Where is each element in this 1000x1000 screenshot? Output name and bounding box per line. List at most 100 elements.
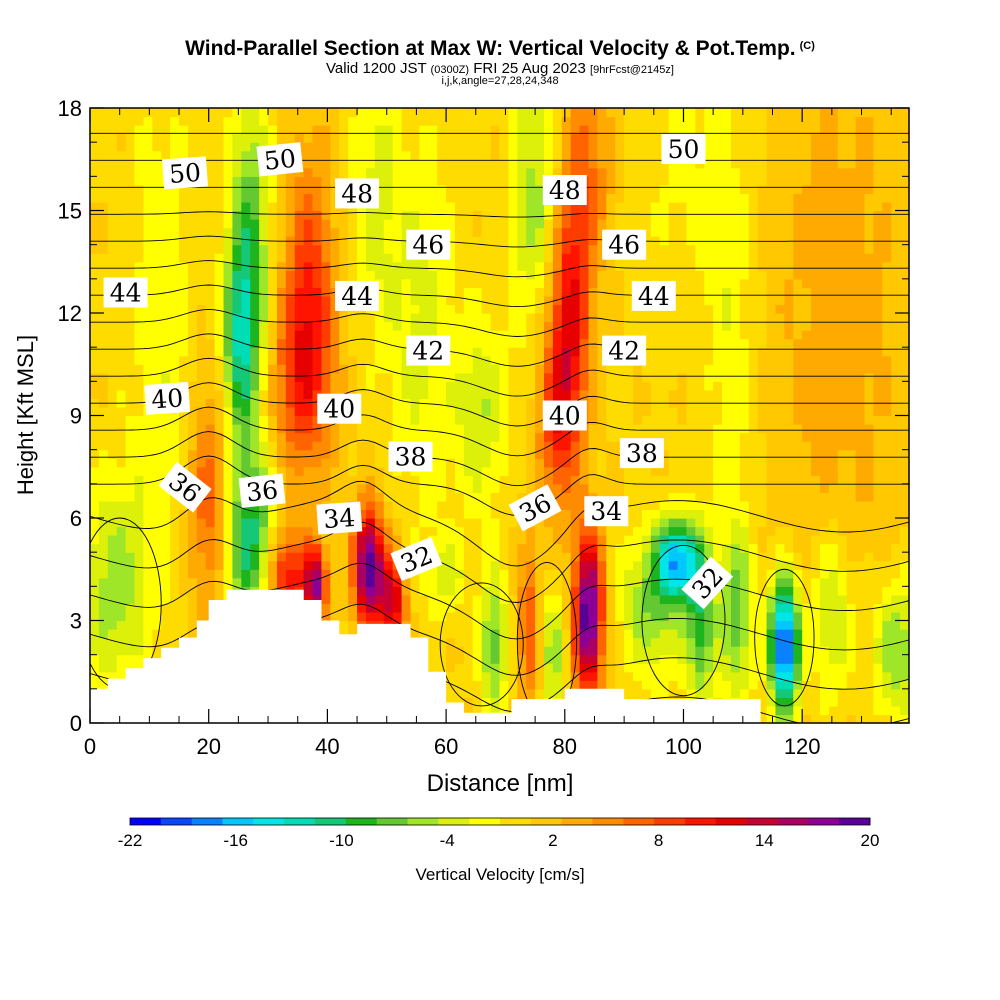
field-cell [570,483,581,493]
field-cell [686,244,696,254]
field-cell [223,458,234,468]
field-cell [161,125,171,135]
field-cell [570,629,581,639]
field-cell [641,552,652,562]
field-cell [668,415,679,425]
field-cell [570,458,581,468]
field-cell [570,227,581,237]
field-cell [624,261,634,271]
field-cell [428,663,438,673]
field-cell [125,253,136,263]
field-cell [606,133,616,143]
field-cell [365,338,376,348]
field-cell [134,406,145,417]
field-cell [535,372,545,382]
field-cell [437,116,447,126]
field-cell [606,577,616,587]
field-cell [339,108,349,118]
field-cell [490,671,501,681]
field-cell [365,108,376,118]
field-cell [606,201,616,212]
field-cell [454,492,465,502]
field-cell [552,261,563,271]
field-cell [321,330,331,340]
field-cell [428,629,438,639]
field-cell [392,509,403,519]
field-cell [116,406,127,417]
field-cell [606,654,616,664]
field-cell [125,560,136,570]
field-cell [223,406,234,417]
field-cell [116,219,127,229]
field-cell [205,116,216,126]
field-cell [285,184,296,195]
field-cell [330,330,340,340]
field-cell [116,364,127,374]
field-cell [535,518,545,528]
field-cell [205,295,216,306]
field-cell [187,219,198,229]
field-cell [90,236,100,246]
field-cell [588,330,599,340]
field-cell [152,142,162,152]
field-cell [321,560,331,570]
field-cell [312,125,323,135]
field-cell [161,108,171,118]
field-cell [259,253,269,263]
field-cell [686,543,696,553]
field-cell [535,654,545,664]
field-cell [535,406,545,417]
field-cell [116,594,127,605]
field-cell [98,629,109,639]
field-cell [90,210,100,220]
field-cell [641,193,652,203]
field-cell [152,347,162,357]
field-cell [348,244,358,254]
field-cell [321,594,331,605]
field-cell [650,518,661,528]
field-cell [348,441,358,451]
field-cell [303,406,314,417]
field-cell [650,167,661,177]
field-cell [428,201,438,212]
field-cell [526,278,536,288]
field-cell [668,663,679,673]
field-cell [107,364,118,374]
field-cell [472,611,483,622]
field-cell [241,424,251,434]
field-cell [659,620,670,630]
field-cell [410,483,420,493]
field-cell [187,270,198,280]
field-cell [196,236,207,246]
field-cell [241,295,251,306]
field-cell [695,347,705,357]
field-cell [686,637,696,647]
field-cell [276,389,287,400]
field-cell [535,449,545,459]
field-cell [428,364,438,374]
field-cell [392,150,403,160]
field-cell [641,108,652,118]
field-cell [241,458,251,468]
field-cell [650,629,661,639]
field-cell [223,116,234,126]
field-cell [695,466,705,476]
field-cell [526,125,536,135]
field-cell [508,509,518,519]
field-cell [312,295,323,306]
field-cell [330,492,340,502]
field-cell [606,406,616,417]
field-cell [357,355,367,365]
field-cell [276,201,287,212]
field-cell [686,500,696,511]
field-cell [686,347,696,357]
field-cell [401,364,412,374]
field-cell [125,330,136,340]
field-cell [428,569,438,579]
field-cell [187,261,198,271]
field-cell [116,611,127,622]
field-cell [285,244,296,254]
field-cell [268,500,278,511]
field-cell [641,663,652,673]
field-cell [303,432,314,442]
